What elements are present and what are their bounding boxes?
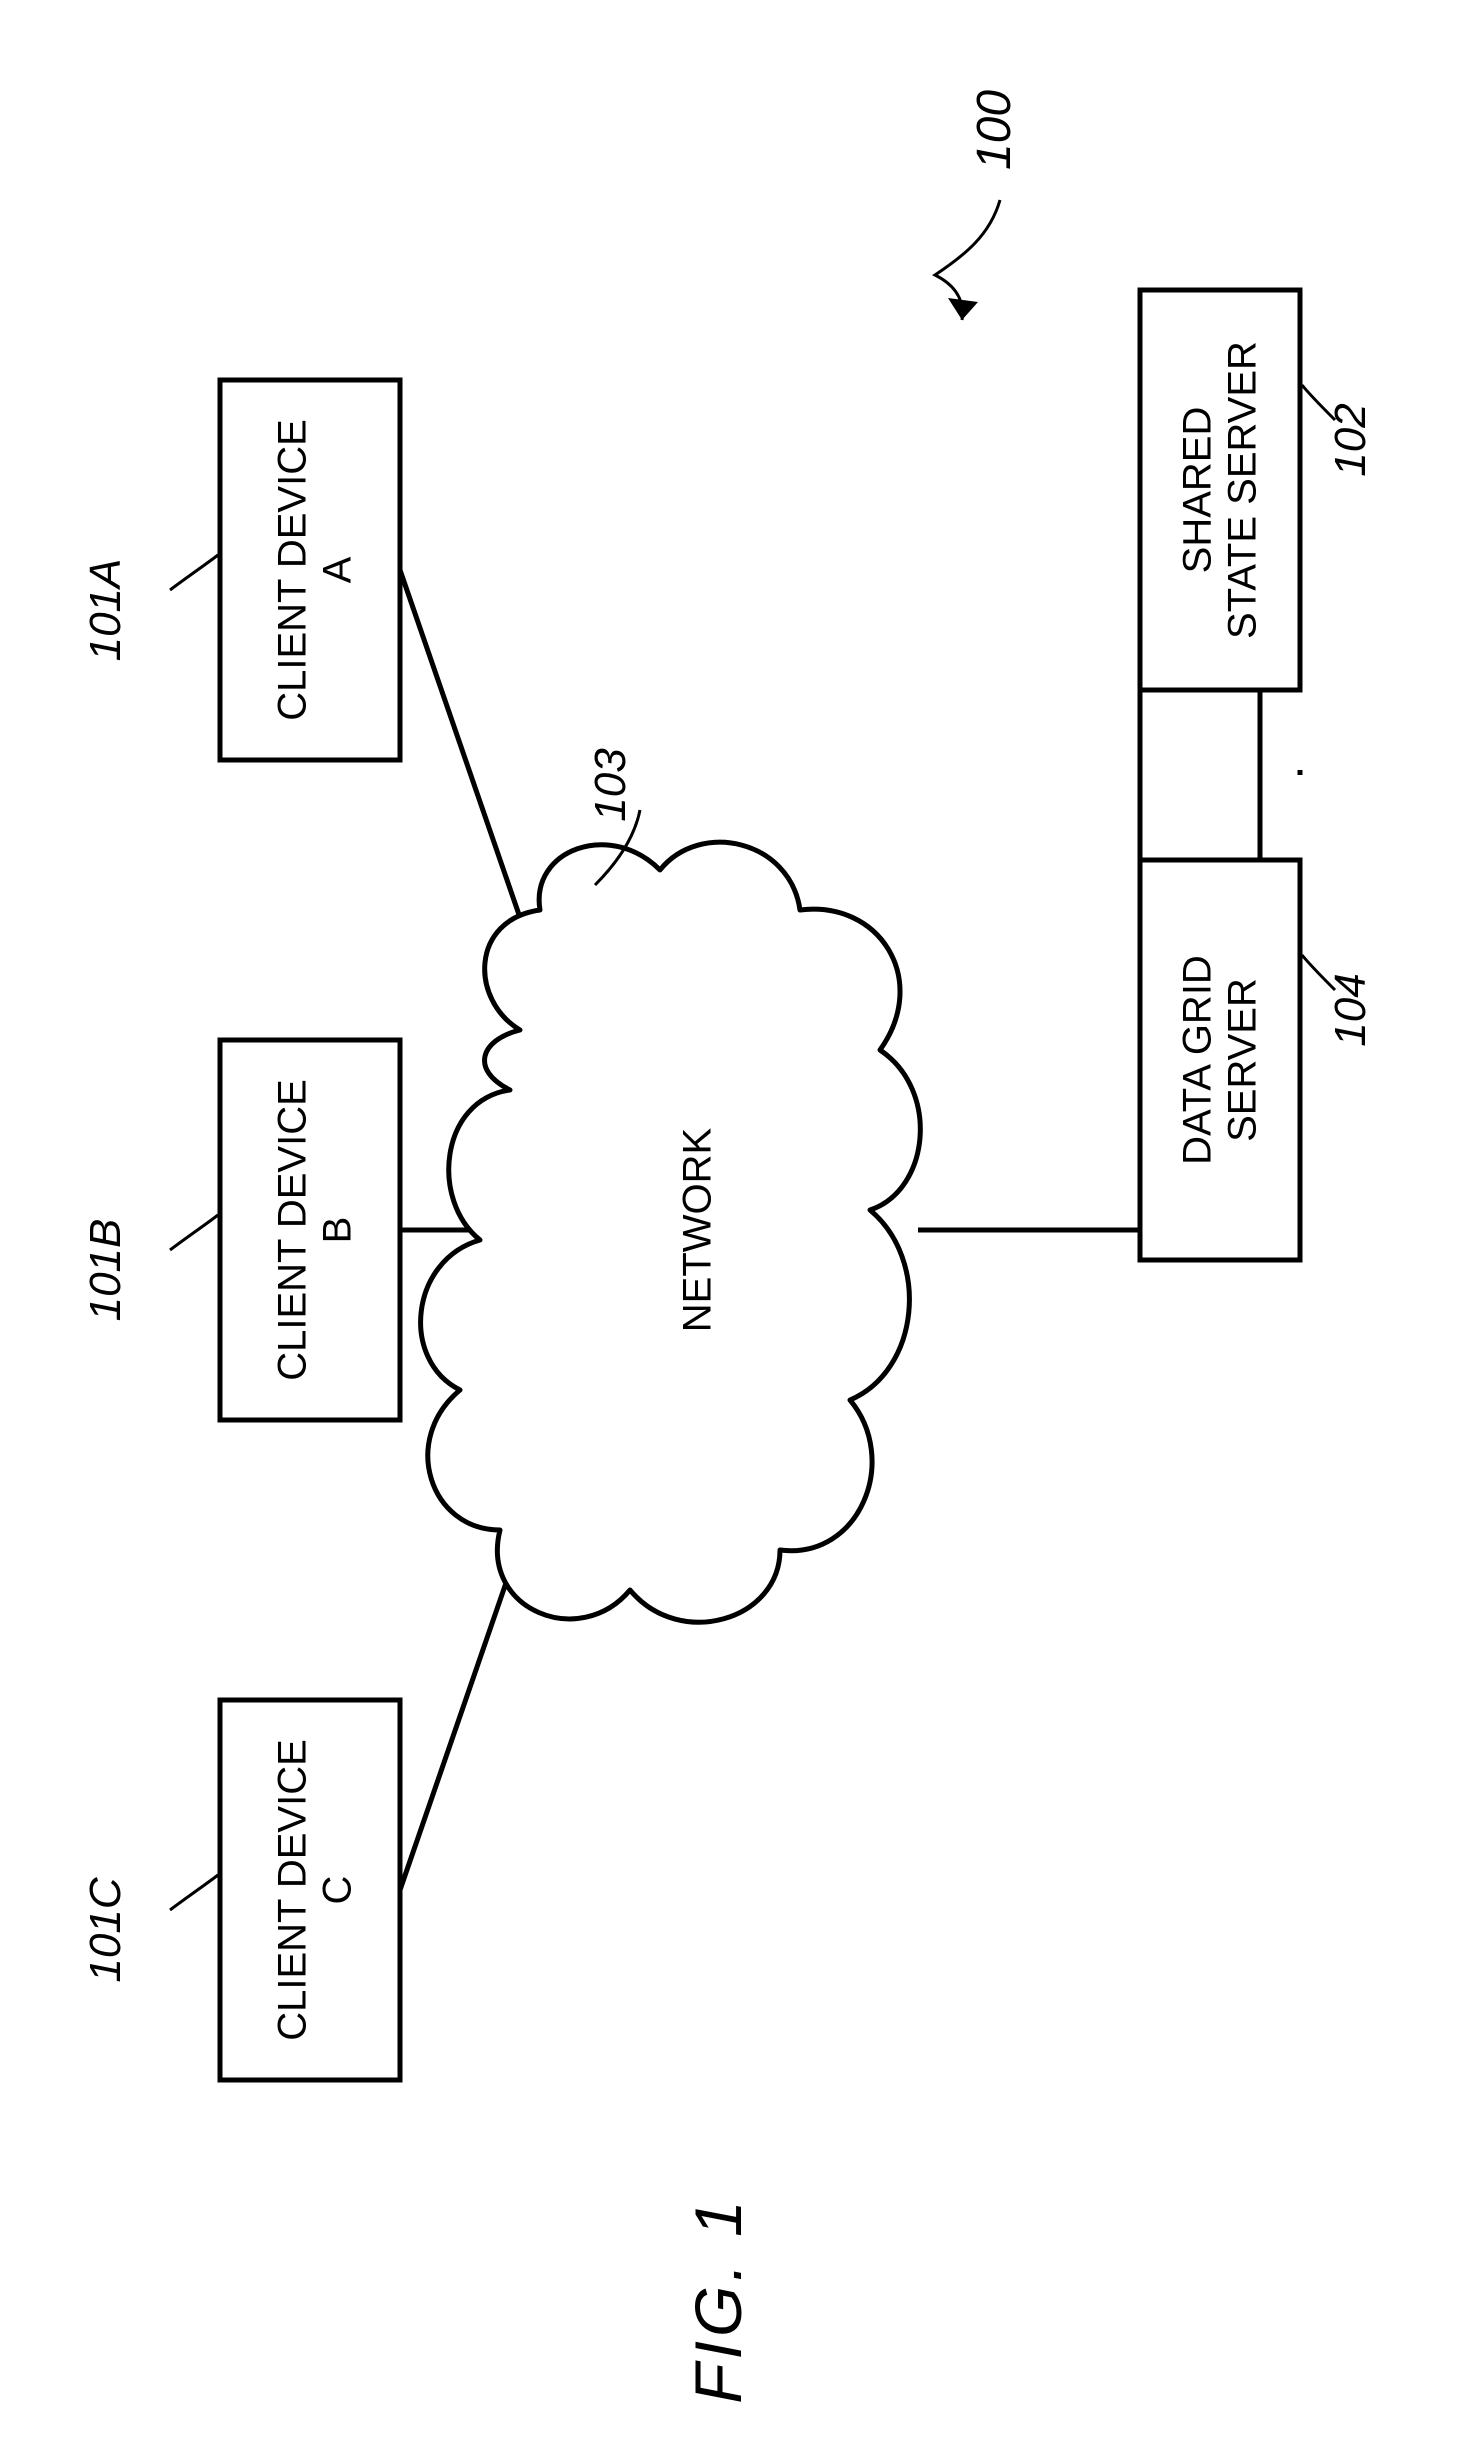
diagram-svg: NETWORK 103 CLIENT DEVICE A CLIENT DEVIC… bbox=[0, 0, 1483, 2459]
leader-101c bbox=[170, 1875, 218, 1910]
shared-state-server: SHARED STATE SERVER bbox=[1140, 290, 1300, 690]
network-cloud: NETWORK bbox=[421, 842, 921, 1622]
ref-100: 100 bbox=[968, 90, 1021, 170]
figure-caption: FIG. 1 bbox=[681, 2196, 755, 2403]
ref-100-arrow bbox=[935, 200, 1000, 320]
client-c-line2: C bbox=[316, 1876, 360, 1905]
data-grid-server: DATA GRID SERVER bbox=[1140, 860, 1300, 1260]
client-device-a: CLIENT DEVICE A bbox=[220, 380, 400, 760]
grid-line2: SERVER bbox=[1221, 978, 1265, 1142]
network-label: NETWORK bbox=[676, 1127, 720, 1332]
client-device-b: CLIENT DEVICE B bbox=[220, 1040, 400, 1420]
shared-line2: STATE SERVER bbox=[1221, 341, 1265, 639]
client-b-line2: B bbox=[316, 1217, 360, 1244]
ref-102: 102 bbox=[1326, 403, 1375, 476]
client-c-line1: CLIENT DEVICE bbox=[271, 1739, 315, 2041]
figure-page: NETWORK 103 CLIENT DEVICE A CLIENT DEVIC… bbox=[0, 0, 1483, 2459]
ref-104: 104 bbox=[1326, 973, 1375, 1046]
ref-101b: 101B bbox=[81, 1219, 130, 1322]
ref-103: 103 bbox=[586, 748, 635, 822]
ref-101c: 101C bbox=[81, 1876, 130, 1982]
client-a-line1: CLIENT DEVICE bbox=[271, 419, 315, 721]
grid-line1: DATA GRID bbox=[1176, 955, 1220, 1165]
client-a-line2: A bbox=[316, 556, 360, 583]
client-device-c: CLIENT DEVICE C bbox=[220, 1700, 400, 2080]
ref-101a: 101A bbox=[81, 559, 130, 662]
leader-101b bbox=[170, 1215, 218, 1250]
leader-101a bbox=[170, 555, 218, 590]
client-b-line1: CLIENT DEVICE bbox=[271, 1079, 315, 1381]
shared-line1: SHARED bbox=[1176, 407, 1220, 574]
